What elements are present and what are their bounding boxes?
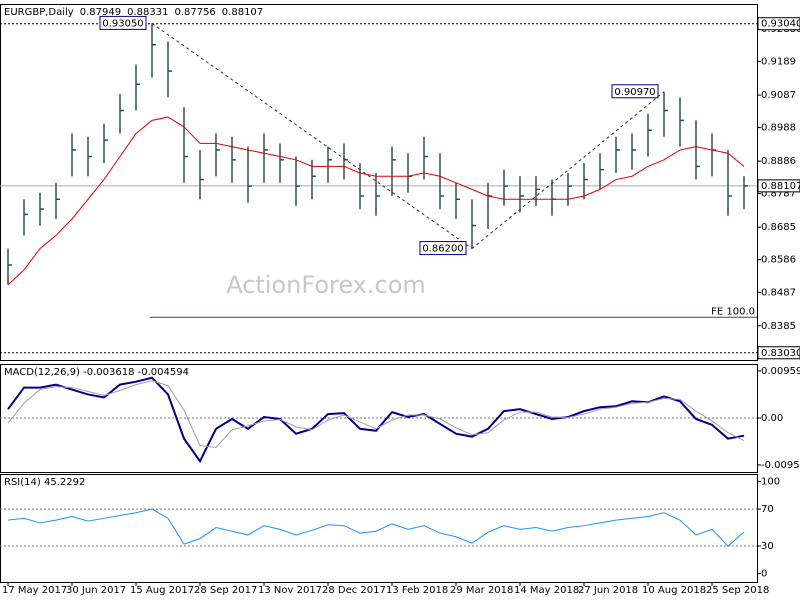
annotation-box (419, 241, 467, 256)
watermark: ActionForex.com (226, 271, 426, 299)
trend-line (151, 22, 473, 249)
x-tick-label: 29 Mar 2018 (450, 585, 513, 596)
moving-average (7, 116, 745, 286)
x-tick-label: 13 Nov 2017 (258, 585, 322, 596)
annotation-box (99, 15, 147, 30)
annotation-box (611, 84, 659, 99)
y-tick-label: 0.009593 (761, 366, 800, 377)
level-label: 0.83030 (761, 348, 800, 359)
level-box (757, 17, 800, 31)
annotation-label: 0.86200 (422, 244, 463, 255)
y-tick-label: 30 (761, 541, 774, 552)
y-tick-label: 0.8886 (761, 156, 796, 167)
x-tick-label: 27 Jun 2018 (578, 585, 638, 596)
y-tick-label: 0.8988 (761, 123, 796, 134)
annotation-label: 0.90970 (614, 87, 655, 98)
y-tick-label: 0.9189 (761, 57, 796, 68)
y-tick-label: 70 (761, 504, 774, 515)
annotation-label: 0.93050 (102, 18, 143, 29)
y-tick-label: 0.00 (761, 413, 783, 424)
fe-label: FE 100.0 (711, 306, 755, 317)
trend-line (471, 91, 665, 249)
last-box (757, 179, 800, 193)
y-tick-label: -0.009562 (761, 460, 800, 471)
x-tick-label: 25 Sep 2018 (706, 585, 769, 596)
quote-value: 0.88107 (222, 7, 263, 18)
y-tick-label: 0.8685 (761, 222, 796, 233)
x-tick-label: 14 May 2018 (514, 585, 579, 596)
y-tick-label: 0.9087 (761, 90, 796, 101)
y-tick-label: 0.8586 (761, 255, 796, 266)
x-tick-label: 17 May 2017 (2, 585, 67, 596)
panel-title: MACD(12,26,9) -0.003618 -0.004594 (4, 367, 189, 378)
indicator-line (7, 376, 745, 464)
panel (0, 4, 758, 361)
quote-value: 0.87756 (174, 7, 215, 18)
panel (0, 364, 758, 473)
chart-title: EURGBP,Daily 0.87949 0.88331 0.87756 0.88107 (4, 7, 263, 18)
quote-value: 0.87949 (80, 7, 121, 18)
level-label: 0.93040 (761, 19, 800, 30)
panel-title: RSI(14) 45.2292 (4, 477, 85, 488)
quote-value: 0.88331 (127, 7, 168, 18)
x-tick-label: 28 Dec 2017 (322, 585, 386, 596)
x-tick-label: 13 Feb 2018 (386, 585, 448, 596)
y-tick-label: 0.8487 (761, 287, 796, 298)
y-tick-label: 0.8385 (761, 321, 796, 332)
title-text: EURGBP,Daily (4, 7, 74, 18)
y-tick-label: 0 (761, 569, 767, 580)
x-tick-label: 30 Jun 2017 (66, 585, 126, 596)
x-tick-label: 28 Sep 2017 (194, 585, 257, 596)
level-box (757, 346, 800, 360)
y-tick-label: 0.8787 (761, 189, 796, 200)
y-tick-label: 100 (761, 476, 780, 487)
last-label: 0.88107 (761, 181, 800, 192)
x-tick-label: 15 Aug 2017 (130, 585, 194, 596)
indicator-line (7, 508, 745, 547)
indicator-line (7, 380, 745, 448)
panel (0, 474, 758, 583)
x-tick-label: 10 Aug 2018 (642, 585, 706, 596)
